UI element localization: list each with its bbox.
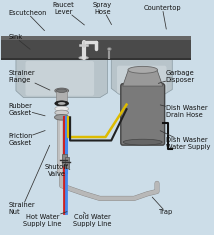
Text: Escutcheon: Escutcheon [8, 10, 47, 31]
Ellipse shape [58, 102, 65, 105]
FancyBboxPatch shape [121, 84, 165, 145]
Polygon shape [111, 59, 172, 94]
Bar [1, 37, 191, 59]
Ellipse shape [56, 89, 67, 92]
Ellipse shape [55, 106, 68, 111]
Ellipse shape [123, 139, 162, 145]
Bar [1, 59, 191, 60]
Text: Rubber
Gasket: Rubber Gasket [8, 103, 45, 116]
Bar [56, 90, 67, 102]
Polygon shape [123, 70, 163, 86]
FancyBboxPatch shape [25, 61, 94, 96]
Ellipse shape [128, 66, 158, 73]
Text: Friction
Gasket: Friction Gasket [8, 130, 45, 146]
Text: Sink: Sink [8, 34, 30, 49]
Text: Strainer
Flange: Strainer Flange [8, 70, 50, 90]
Ellipse shape [79, 56, 88, 59]
Text: Dish Washer
Drain Hose: Dish Washer Drain Hose [160, 105, 207, 118]
Text: Countertop: Countertop [144, 5, 181, 29]
Ellipse shape [54, 114, 69, 120]
Polygon shape [16, 59, 107, 98]
Ellipse shape [107, 48, 111, 50]
Ellipse shape [55, 110, 68, 115]
Bar [65, 157, 69, 168]
Text: Strainer
Nut: Strainer Nut [8, 145, 50, 215]
Text: Spray
Hose: Spray Hose [93, 2, 112, 25]
Bar [1, 36, 191, 40]
Bar [60, 116, 62, 172]
FancyBboxPatch shape [117, 66, 166, 94]
Text: Hot Water
Supply Line: Hot Water Supply Line [23, 212, 67, 227]
Bar [62, 154, 67, 166]
Ellipse shape [55, 88, 68, 93]
Bar [57, 116, 67, 172]
Text: Cold Water
Supply Line: Cold Water Supply Line [73, 212, 111, 227]
Text: Faucet
Lever: Faucet Lever [53, 2, 85, 25]
Text: Garbage
Disposer: Garbage Disposer [158, 70, 195, 83]
Text: Shutoff
Valve: Shutoff Valve [45, 164, 70, 177]
Text: Dish Washer
Water Supply: Dish Washer Water Supply [160, 131, 210, 150]
Text: Trap: Trap [152, 197, 173, 215]
Ellipse shape [55, 101, 68, 106]
